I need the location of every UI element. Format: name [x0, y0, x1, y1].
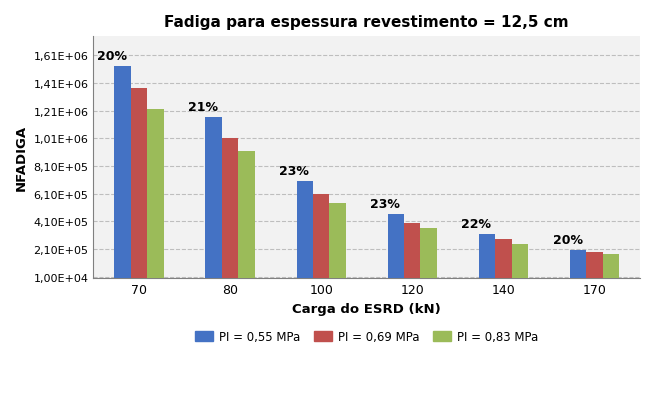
Bar: [297, 182, 313, 278]
X-axis label: Carga do ESRD (kN): Carga do ESRD (kN): [292, 302, 441, 315]
Bar: [404, 223, 421, 278]
Bar: [586, 252, 603, 278]
Bar: [388, 215, 404, 278]
Text: 20%: 20%: [97, 50, 127, 63]
Bar: [313, 194, 329, 278]
Legend: PI = 0,55 MPa, PI = 0,69 MPa, PI = 0,83 MPa: PI = 0,55 MPa, PI = 0,69 MPa, PI = 0,83 …: [191, 325, 543, 348]
Bar: [206, 118, 222, 278]
Y-axis label: NFADIGA: NFADIGA: [15, 125, 28, 190]
Bar: [495, 239, 512, 278]
Bar: [238, 151, 255, 278]
Text: 22%: 22%: [462, 217, 491, 230]
Bar: [479, 234, 495, 278]
Bar: [147, 110, 164, 278]
Bar: [570, 250, 586, 278]
Title: Fadiga para espessura revestimento = 12,5 cm: Fadiga para espessura revestimento = 12,…: [164, 15, 569, 30]
Text: 23%: 23%: [370, 198, 400, 211]
Bar: [512, 244, 528, 278]
Text: 21%: 21%: [188, 101, 218, 114]
Bar: [131, 89, 147, 278]
Bar: [329, 204, 346, 278]
Bar: [222, 139, 238, 278]
Bar: [115, 67, 131, 278]
Text: 23%: 23%: [279, 165, 309, 178]
Text: 20%: 20%: [553, 233, 582, 246]
Bar: [603, 254, 619, 278]
Bar: [421, 229, 437, 278]
